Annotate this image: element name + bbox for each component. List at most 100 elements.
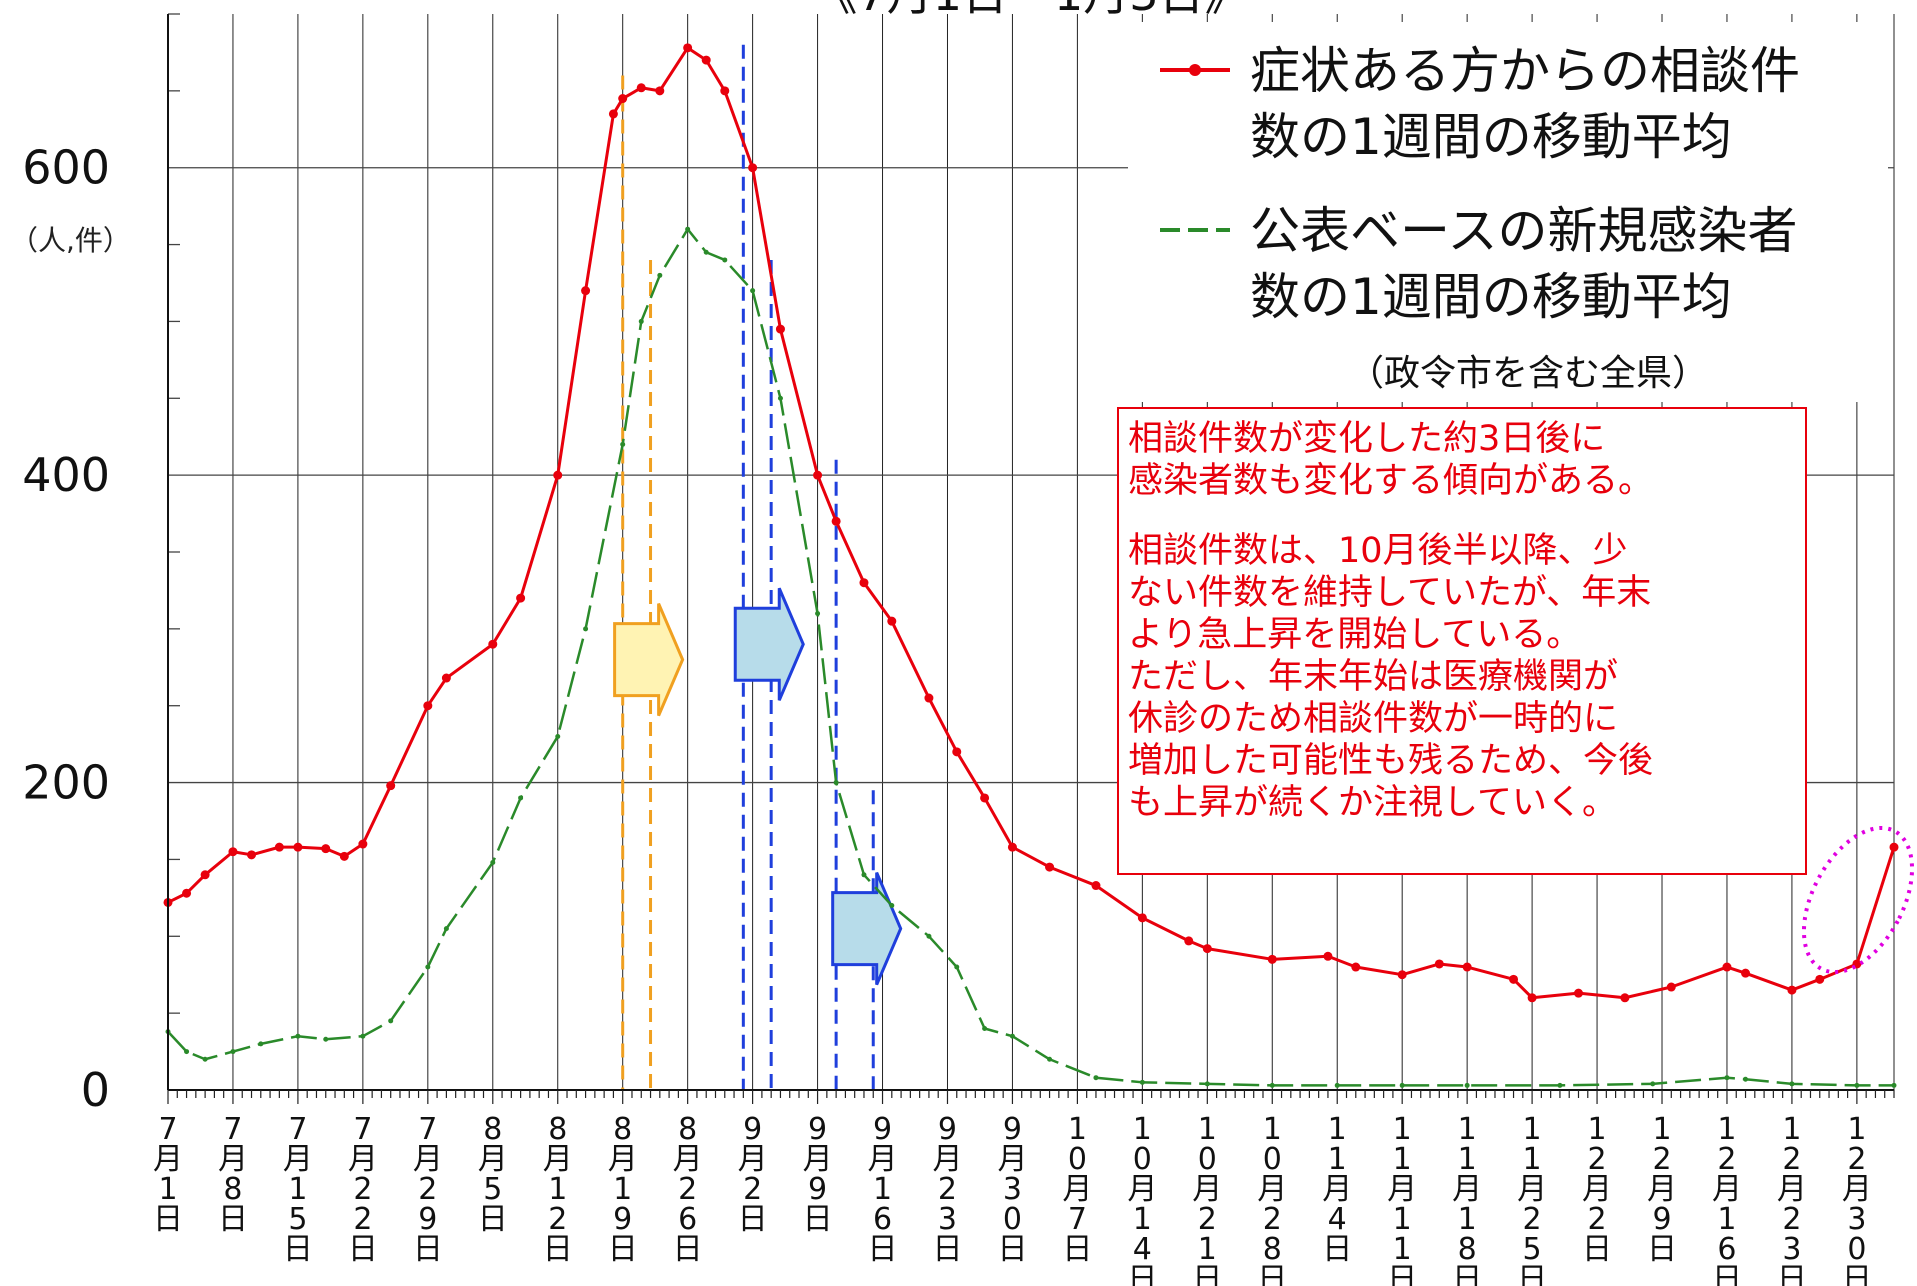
data-point-infections (230, 1049, 236, 1055)
data-point-infections (954, 964, 960, 970)
data-point-infections (490, 860, 496, 866)
data-point-consultations (1889, 842, 1899, 852)
data-point-consultations (1434, 959, 1444, 969)
data-point-infections (982, 1026, 988, 1032)
data-point-consultations (618, 94, 628, 104)
legend-label-infections: 公表ベースの新規感染者数の1週間の移動平均 (1250, 202, 1798, 326)
legend-label-consultations: 症状ある方からの相談件数の1週間の移動平均 (1250, 42, 1800, 166)
data-point-infections (1891, 1082, 1897, 1088)
data-point-infections (518, 795, 524, 801)
data-point-consultations (655, 86, 665, 96)
data-point-consultations (887, 616, 897, 626)
data-point-consultations (636, 83, 646, 93)
data-point-infections (1743, 1076, 1749, 1082)
data-point-consultations (980, 793, 990, 803)
data-point-consultations (1007, 842, 1017, 852)
data-point-consultations (581, 286, 591, 296)
data-point-consultations (1787, 985, 1797, 995)
data-point-infections (750, 288, 756, 294)
y-unit-label: （人,件） (10, 224, 131, 257)
data-point-infections (184, 1049, 190, 1055)
data-point-consultations (701, 55, 711, 65)
data-point-infections (1047, 1056, 1053, 1062)
data-point-consultations (1137, 913, 1147, 923)
data-point-infections (685, 226, 691, 232)
axes: 0 200 400 600 （人,件） 7 月 1 日 7 月 8 日 7 月 1 5 日 7 月 2 2 日 7 月 2 9 日 8 月… (10, 14, 1895, 1286)
data-point-consultations (720, 86, 730, 96)
data-point-consultations (1527, 993, 1537, 1003)
data-point-infections (861, 872, 867, 878)
data-point-consultations (488, 639, 498, 649)
data-point-infections (657, 272, 663, 278)
data-point-consultations (775, 324, 785, 334)
data-point-consultations (423, 701, 433, 711)
data-point-infections (1557, 1082, 1563, 1088)
data-point-infections (258, 1041, 264, 1047)
data-point-consultations (813, 470, 823, 480)
data-point-consultations (1091, 881, 1101, 891)
data-point-consultations (1666, 982, 1676, 992)
data-point-consultations (1202, 944, 1212, 954)
data-point-infections (620, 441, 626, 447)
data-point-consultations (516, 593, 526, 603)
data-point-infections (926, 933, 932, 939)
data-point-consultations (274, 842, 284, 852)
data-point-consultations (859, 578, 869, 588)
data-point-infections (1464, 1082, 1470, 1088)
data-point-consultations (441, 673, 451, 683)
data-point-consultations (1045, 862, 1055, 872)
data-point-consultations (1323, 951, 1333, 961)
data-point-infections (323, 1036, 329, 1042)
data-point-consultations (1815, 974, 1825, 984)
data-point-infections (815, 610, 821, 616)
data-point-infections (1399, 1082, 1405, 1088)
data-point-consultations (683, 43, 693, 53)
series-line-infections (167, 227, 1894, 1087)
data-point-infections (889, 903, 895, 909)
data-point-consultations (952, 747, 962, 757)
data-point-consultations (358, 839, 368, 849)
data-point-infections (295, 1033, 301, 1039)
data-point-infections (360, 1033, 366, 1039)
data-point-infections (1204, 1081, 1210, 1087)
data-point-consultations (553, 470, 563, 480)
data-point-infections (777, 395, 783, 401)
data-point-infections (703, 249, 709, 255)
data-point-consultations (608, 109, 618, 119)
data-point-infections (583, 626, 589, 632)
legend: 症状ある方からの相談件数の1週間の移動平均 公表ベースの新規感染者数の1週間の移… (1128, 22, 1888, 402)
data-point-infections (1009, 1033, 1015, 1039)
data-point-consultations (1267, 954, 1277, 964)
data-point-consultations (386, 781, 396, 791)
data-point-consultations (1462, 962, 1472, 972)
data-point-consultations (228, 847, 238, 857)
y-tick-label: 600 (22, 141, 110, 195)
data-point-infections (202, 1056, 208, 1062)
data-point-infections (443, 926, 449, 932)
data-point-consultations (1573, 988, 1583, 998)
data-point-consultations (1722, 962, 1732, 972)
y-tick-label: 0 (81, 1063, 110, 1117)
data-point-consultations (200, 870, 210, 880)
series (163, 43, 1915, 1088)
data-point-consultations (321, 844, 331, 854)
y-tick-label: 200 (22, 756, 110, 810)
data-point-infections (722, 257, 728, 263)
data-point-consultations (339, 851, 349, 861)
